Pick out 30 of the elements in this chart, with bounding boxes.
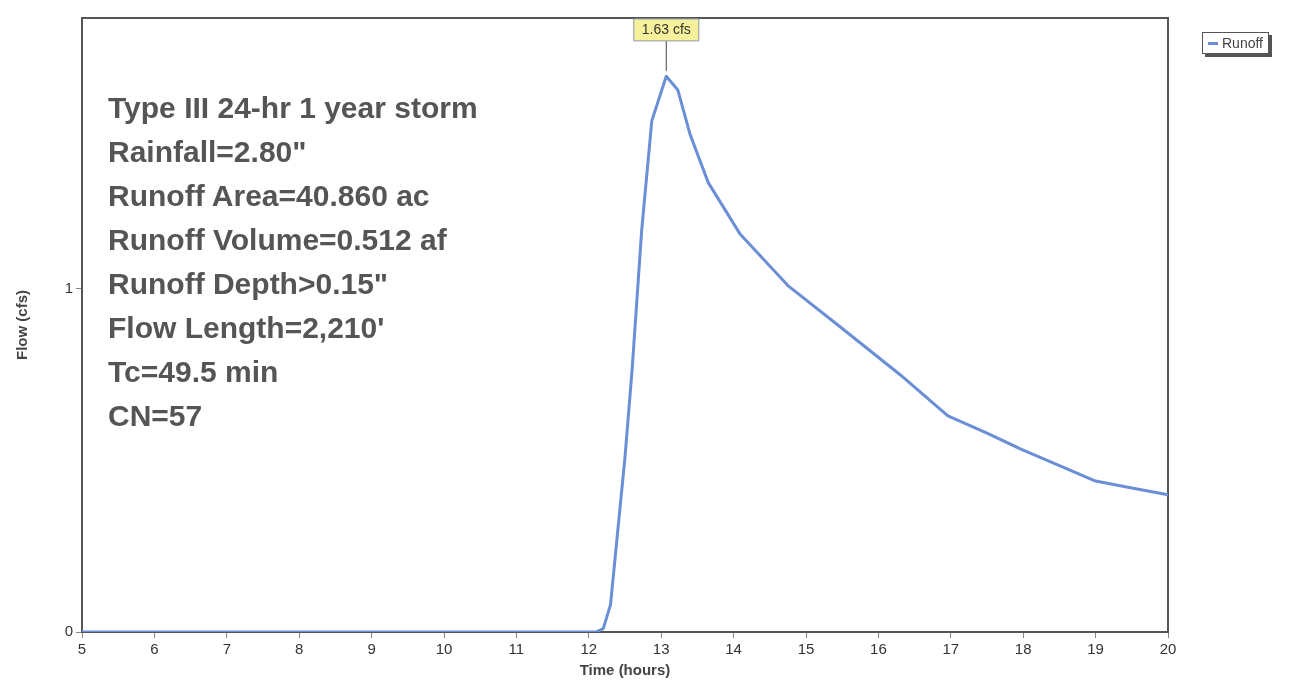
annotation: CN=57: [108, 399, 203, 433]
y-tick-label: 0: [64, 622, 73, 640]
y-axis-title: Flow (cfs): [13, 290, 31, 360]
x-tick-label: 17: [942, 640, 960, 658]
x-tick-label: 6: [150, 640, 159, 658]
x-tick-label: 20: [1159, 640, 1177, 658]
legend-label: Runoff: [1222, 35, 1263, 51]
x-tick-label: 9: [367, 640, 376, 658]
x-tick-label: 5: [77, 640, 87, 658]
x-tick-label: 13: [652, 640, 670, 658]
x-tick-label: 8: [295, 640, 304, 658]
x-tick-label: 18: [1014, 640, 1032, 658]
annotation: Runoff Area=40.860 ac: [108, 179, 430, 213]
x-tick-label: 12: [580, 640, 598, 658]
x-tick-label: 19: [1087, 640, 1104, 658]
annotation: Runoff Depth>0.15": [108, 267, 389, 301]
x-tick-label: 16: [870, 640, 887, 658]
annotation: 1.63 cfs: [641, 20, 691, 37]
x-tick-label: 7: [222, 640, 231, 658]
annotation: Tc=49.5 min: [108, 355, 279, 389]
x-tick-label: 11: [508, 640, 525, 658]
x-tick-label: 14: [725, 640, 742, 658]
x-tick-label: 15: [797, 640, 815, 658]
x-axis-title: Time (hours): [579, 661, 671, 679]
annotation: Flow Length=2,210': [108, 311, 385, 345]
annotation: Type III 24-hr 1 year storm: [108, 91, 478, 125]
annotation: Runoff Volume=0.512 af: [108, 223, 448, 257]
annotation: Rainfall=2.80": [108, 135, 307, 169]
x-tick-label: 10: [435, 640, 453, 658]
y-tick-label: 1: [64, 279, 73, 297]
